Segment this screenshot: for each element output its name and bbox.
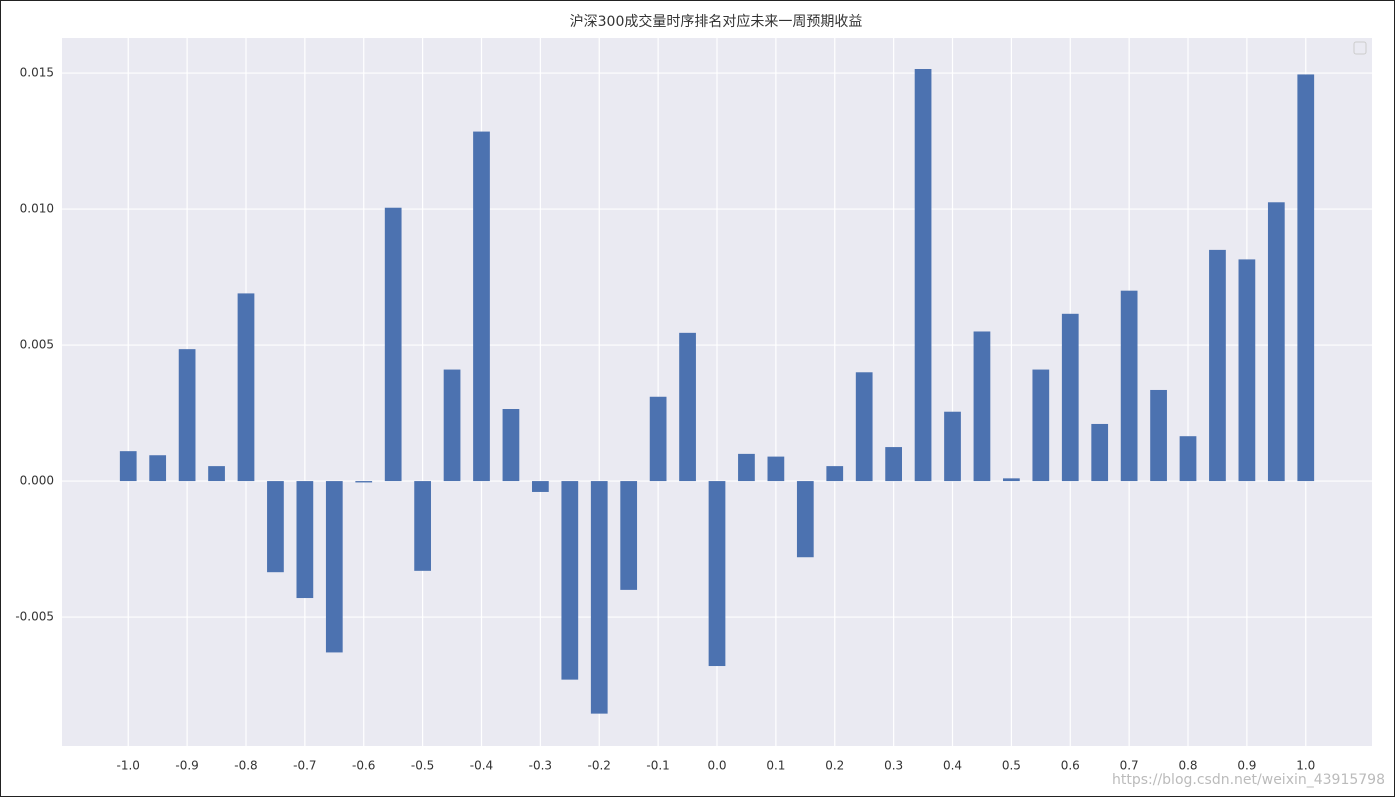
bar <box>119 451 137 482</box>
bar <box>679 332 696 482</box>
bar <box>1297 74 1315 482</box>
chart-title: 沪深300成交量时序排名对应未来一周预期收益 <box>570 13 863 30</box>
bar <box>855 372 873 482</box>
bar <box>296 481 314 599</box>
x-tick-label: 0.6 <box>1061 759 1080 773</box>
x-tick-label: -0.1 <box>646 759 669 773</box>
bar <box>826 466 844 482</box>
x-tick-label: 0.9 <box>1237 759 1256 773</box>
x-tick-label: -0.3 <box>529 759 552 773</box>
bar <box>620 481 638 590</box>
x-tick-label: -0.5 <box>411 759 434 773</box>
x-tick-label: 0.1 <box>766 759 785 773</box>
bar <box>561 481 579 680</box>
bar <box>325 481 343 653</box>
bar <box>738 453 755 482</box>
bar <box>1003 478 1020 482</box>
bar <box>237 293 255 482</box>
y-tick-label: 0.010 <box>20 202 54 216</box>
bar <box>502 408 520 482</box>
y-tick-label: 0.000 <box>20 474 54 488</box>
bar <box>1120 290 1138 482</box>
bar <box>1091 423 1109 482</box>
bar <box>767 456 785 482</box>
bar <box>914 69 932 482</box>
bar <box>885 447 902 482</box>
x-tick-label: -0.4 <box>470 759 493 773</box>
bar <box>1238 259 1256 482</box>
bar <box>796 481 814 558</box>
bar <box>1267 202 1285 482</box>
bar <box>944 411 961 482</box>
y-tick-label: 0.015 <box>20 66 54 80</box>
x-tick-label: -0.6 <box>352 759 375 773</box>
bar <box>1032 369 1050 482</box>
bar <box>649 396 667 482</box>
x-tick-label: 1.0 <box>1296 759 1315 773</box>
x-tick-label: -0.2 <box>588 759 611 773</box>
bar <box>1061 313 1079 482</box>
x-tick-label: 0.0 <box>707 759 726 773</box>
x-tick-label: -0.9 <box>175 759 198 773</box>
x-tick-label: 0.3 <box>884 759 903 773</box>
bars <box>119 69 1315 714</box>
bar <box>973 331 991 482</box>
bar <box>590 481 608 714</box>
y-tick-label: -0.005 <box>15 610 54 624</box>
x-tick-label: 0.2 <box>825 759 844 773</box>
x-tick-label: -1.0 <box>117 759 140 773</box>
x-tick-label: 0.8 <box>1178 759 1197 773</box>
x-tick-label: 0.7 <box>1120 759 1139 773</box>
y-tick-label: 0.005 <box>20 338 54 352</box>
bar <box>178 349 196 482</box>
bar <box>532 481 549 492</box>
bar <box>208 466 225 482</box>
bar <box>443 369 461 482</box>
bar <box>414 481 431 571</box>
bar <box>1179 436 1197 482</box>
bar <box>149 455 167 482</box>
x-tick-label: -0.8 <box>234 759 257 773</box>
watermark: https://blog.csdn.net/weixin_43915798 <box>1112 772 1385 788</box>
bar <box>267 481 284 573</box>
legend-box <box>1353 41 1367 55</box>
bar <box>355 481 373 483</box>
x-tick-label: 0.4 <box>943 759 962 773</box>
bar <box>473 131 490 482</box>
bar <box>384 207 402 482</box>
x-tick-label: 0.5 <box>1002 759 1021 773</box>
bar <box>1209 249 1226 482</box>
bar <box>1150 389 1167 482</box>
x-tick-label: -0.7 <box>293 759 316 773</box>
bar <box>708 481 726 667</box>
